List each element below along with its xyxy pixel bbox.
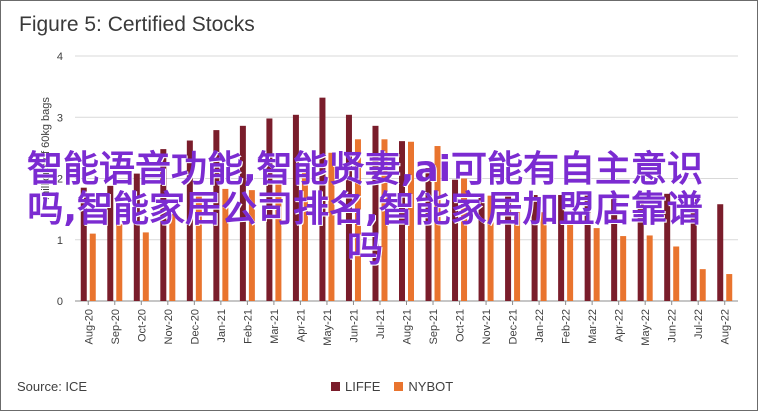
bar-nybot xyxy=(275,181,282,301)
bar-nybot xyxy=(354,139,361,301)
bar-nybot xyxy=(699,269,706,301)
bar-liffe xyxy=(717,204,724,301)
x-tick-label: Jul-21 xyxy=(375,309,387,339)
bar-nybot xyxy=(540,212,547,301)
bar-nybot xyxy=(381,139,388,301)
x-tick-label: Feb-22 xyxy=(561,309,573,344)
x-tick-label: Jan-22 xyxy=(534,309,546,343)
bar-liffe xyxy=(319,97,326,302)
legend-label-liffe: LIFFE xyxy=(345,379,381,394)
x-tick-label: Jul-22 xyxy=(693,309,705,339)
bar-liffe xyxy=(160,149,167,301)
legend-item-liffe: LIFFE xyxy=(331,379,380,394)
x-tick-label: Oct-21 xyxy=(455,309,467,342)
bar-nybot xyxy=(726,274,733,301)
y-tick-label: 1 xyxy=(57,235,63,247)
x-tick-label: May-21 xyxy=(322,309,334,346)
x-tick-label: Mar-22 xyxy=(587,309,599,344)
overlay-watermark-text: 智能语音功能,智能贤妻,ai可能有自主意识吗,智能家居公司排名,智能家居加盟店靠… xyxy=(27,149,703,270)
bar-nybot xyxy=(514,212,521,301)
bar-liffe xyxy=(452,179,459,301)
bar-nybot xyxy=(301,171,308,301)
x-tick-label: Aug-22 xyxy=(720,309,732,344)
bar-nybot xyxy=(593,228,600,301)
x-tick-label: Apr-22 xyxy=(614,309,626,342)
bar-liffe xyxy=(213,130,220,301)
bar-liffe xyxy=(133,173,140,301)
bar-liffe xyxy=(345,114,352,301)
x-tick-label: Jun-22 xyxy=(667,309,679,343)
x-tick-label: Nov-21 xyxy=(481,309,493,344)
x-tick-label: Sep-20 xyxy=(110,309,122,344)
x-tick-label: Mar-21 xyxy=(269,309,281,344)
y-tick-label: 4 xyxy=(57,51,63,63)
bar-nybot xyxy=(328,152,335,301)
bar-nybot xyxy=(195,195,202,301)
bar-liffe xyxy=(425,168,432,301)
bar-liffe xyxy=(664,193,671,301)
bar-nybot xyxy=(169,214,176,301)
bar-liffe xyxy=(372,125,379,301)
chart-title: Figure 5: Certified Stocks xyxy=(19,13,255,36)
x-tick-label: Sep-21 xyxy=(428,309,440,344)
x-tick-label: Oct-20 xyxy=(136,309,148,342)
legend-swatch-nybot xyxy=(394,382,404,391)
y-tick-label: 2 xyxy=(57,174,63,186)
bar-nybot xyxy=(434,146,441,301)
bar-nybot xyxy=(222,188,229,301)
legend-item-nybot: NYBOT xyxy=(394,379,453,394)
x-tick-label: Dec-21 xyxy=(508,309,520,344)
chart-legend: LIFFE NYBOT xyxy=(331,379,453,394)
bar-liffe xyxy=(637,196,644,301)
legend-label-nybot: NYBOT xyxy=(408,379,454,394)
bar-liffe xyxy=(584,193,591,301)
bar-nybot xyxy=(673,246,680,301)
bar-liffe xyxy=(186,140,193,301)
bar-liffe xyxy=(531,195,538,301)
legend-swatch-liffe xyxy=(331,382,340,391)
bar-liffe xyxy=(478,195,485,301)
bar-nybot xyxy=(142,232,149,301)
bar-liffe xyxy=(399,141,405,301)
bar-nybot xyxy=(248,190,255,301)
bar-liffe xyxy=(266,118,273,301)
bar-liffe xyxy=(292,114,299,301)
bar-nybot xyxy=(646,235,653,301)
bar-nybot xyxy=(620,236,627,301)
x-tick-label: Aug-20 xyxy=(83,309,95,344)
bar-nybot xyxy=(116,224,123,301)
x-tick-label: Aug-21 xyxy=(402,309,414,344)
y-axis-label: millions of 60kg bags xyxy=(40,97,52,200)
source-note: Source: ICE xyxy=(17,379,88,394)
x-tick-label: Jun-21 xyxy=(348,309,360,343)
y-tick-label: 3 xyxy=(57,112,63,124)
bar-liffe xyxy=(690,199,697,301)
x-tick-label: Jan-21 xyxy=(216,309,228,343)
bar-liffe xyxy=(611,195,618,301)
bar-liffe xyxy=(505,196,512,301)
bar-liffe xyxy=(80,187,87,301)
bar-nybot xyxy=(487,195,494,301)
x-tick-label: Apr-21 xyxy=(295,309,307,342)
bar-liffe xyxy=(107,185,114,301)
x-tick-label: Nov-20 xyxy=(163,309,175,344)
x-tick-label: Dec-20 xyxy=(189,309,201,344)
bar-nybot xyxy=(461,178,468,301)
x-tick-label: Feb-21 xyxy=(242,309,254,344)
bar-liffe xyxy=(239,125,246,301)
bar-nybot xyxy=(408,141,414,301)
bar-liffe xyxy=(558,195,565,301)
x-tick-label: May-22 xyxy=(640,309,652,346)
bar-nybot xyxy=(567,224,574,301)
bar-nybot xyxy=(89,233,96,301)
y-tick-label: 0 xyxy=(57,296,63,308)
